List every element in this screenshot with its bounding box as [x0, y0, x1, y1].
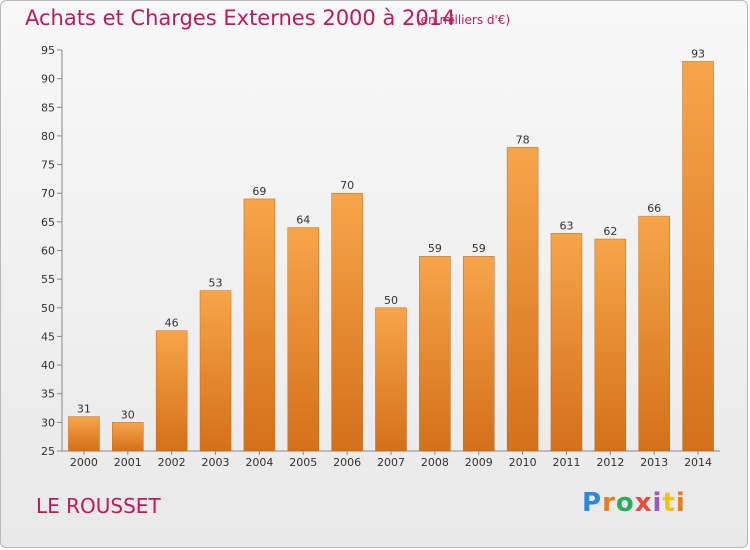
- x-tick-label: 2001: [114, 456, 142, 469]
- bar-value-label: 93: [691, 47, 705, 60]
- logo-letter: P: [582, 488, 603, 518]
- bar-value-label: 64: [296, 214, 310, 227]
- bar-value-label: 62: [603, 225, 617, 238]
- logo-letter: r: [602, 488, 616, 518]
- bar: [594, 238, 627, 452]
- bar-value-label: 31: [77, 403, 91, 416]
- x-tick-label: 2004: [245, 456, 273, 469]
- logo-letter: i: [652, 488, 663, 518]
- y-tick-label: 90: [41, 73, 55, 86]
- bar: [419, 255, 451, 452]
- y-tick-label: 45: [41, 330, 55, 343]
- bar: [682, 61, 714, 452]
- x-tick-label: 2014: [684, 456, 712, 469]
- x-tick-label: 2003: [202, 456, 230, 469]
- proxiti-logo[interactable]: Proxiti: [582, 488, 686, 518]
- bar: [331, 192, 363, 452]
- x-tick-label: 2011: [552, 456, 580, 469]
- y-tick-label: 65: [41, 216, 55, 229]
- x-tick-label: 2000: [70, 456, 98, 469]
- bar-value-label: 70: [340, 179, 354, 192]
- bar: [638, 215, 670, 452]
- x-tick-label: 2013: [640, 456, 668, 469]
- logo-letter: o: [615, 488, 635, 518]
- bar-value-label: 46: [165, 317, 179, 330]
- logo-letter: t: [662, 488, 676, 518]
- x-tick-label: 2006: [333, 456, 361, 469]
- bar-value-label: 59: [472, 242, 486, 255]
- y-tick-label: 60: [41, 245, 55, 258]
- bar-value-label: 78: [516, 133, 530, 146]
- x-tick-label: 2008: [421, 456, 449, 469]
- bar-value-label: 30: [121, 408, 135, 421]
- x-tick-label: 2007: [377, 456, 405, 469]
- bar-value-label: 66: [647, 202, 661, 215]
- chart-title: Achats et Charges Externes 2000 à 2014: [25, 6, 456, 30]
- y-tick-label: 85: [41, 101, 55, 114]
- y-tick-label: 70: [41, 187, 55, 200]
- chart-subtitle: (en milliers d'€): [416, 13, 511, 27]
- bar-value-label: 69: [252, 185, 266, 198]
- y-tick-label: 95: [41, 44, 55, 57]
- x-tick-label: 2012: [596, 456, 624, 469]
- bar: [375, 307, 407, 452]
- logo-letter: i: [675, 488, 686, 518]
- bar: [287, 227, 320, 452]
- bar: [199, 290, 232, 452]
- x-tick-label: 2010: [509, 456, 537, 469]
- y-tick-label: 80: [41, 130, 55, 143]
- logo-letter: x: [634, 488, 653, 518]
- bar-value-label: 50: [384, 294, 398, 307]
- bar-value-label: 63: [559, 219, 573, 232]
- x-tick-label: 2009: [465, 456, 493, 469]
- y-tick-label: 25: [41, 445, 55, 458]
- y-tick-label: 55: [41, 273, 55, 286]
- bar: [462, 255, 495, 452]
- x-tick-label: 2002: [158, 456, 186, 469]
- y-tick-label: 50: [41, 302, 55, 315]
- y-tick-label: 75: [41, 159, 55, 172]
- bar-value-label: 53: [209, 277, 223, 290]
- x-tick-label: 2005: [289, 456, 317, 469]
- y-tick-label: 30: [41, 416, 55, 429]
- bar: [68, 416, 100, 452]
- chart-bars: 31 30 46 53 69 64 70 50 59 59 78 63 62 66 93: [68, 47, 714, 452]
- y-tick-label: 40: [41, 359, 55, 372]
- place-name: LE ROUSSET: [36, 494, 161, 518]
- bar: [550, 233, 583, 452]
- bar: [243, 198, 276, 452]
- bar: [155, 330, 188, 452]
- bar: [112, 422, 144, 452]
- bar-value-label: 59: [428, 242, 442, 255]
- y-tick-label: 35: [41, 388, 55, 401]
- bar: [506, 147, 539, 452]
